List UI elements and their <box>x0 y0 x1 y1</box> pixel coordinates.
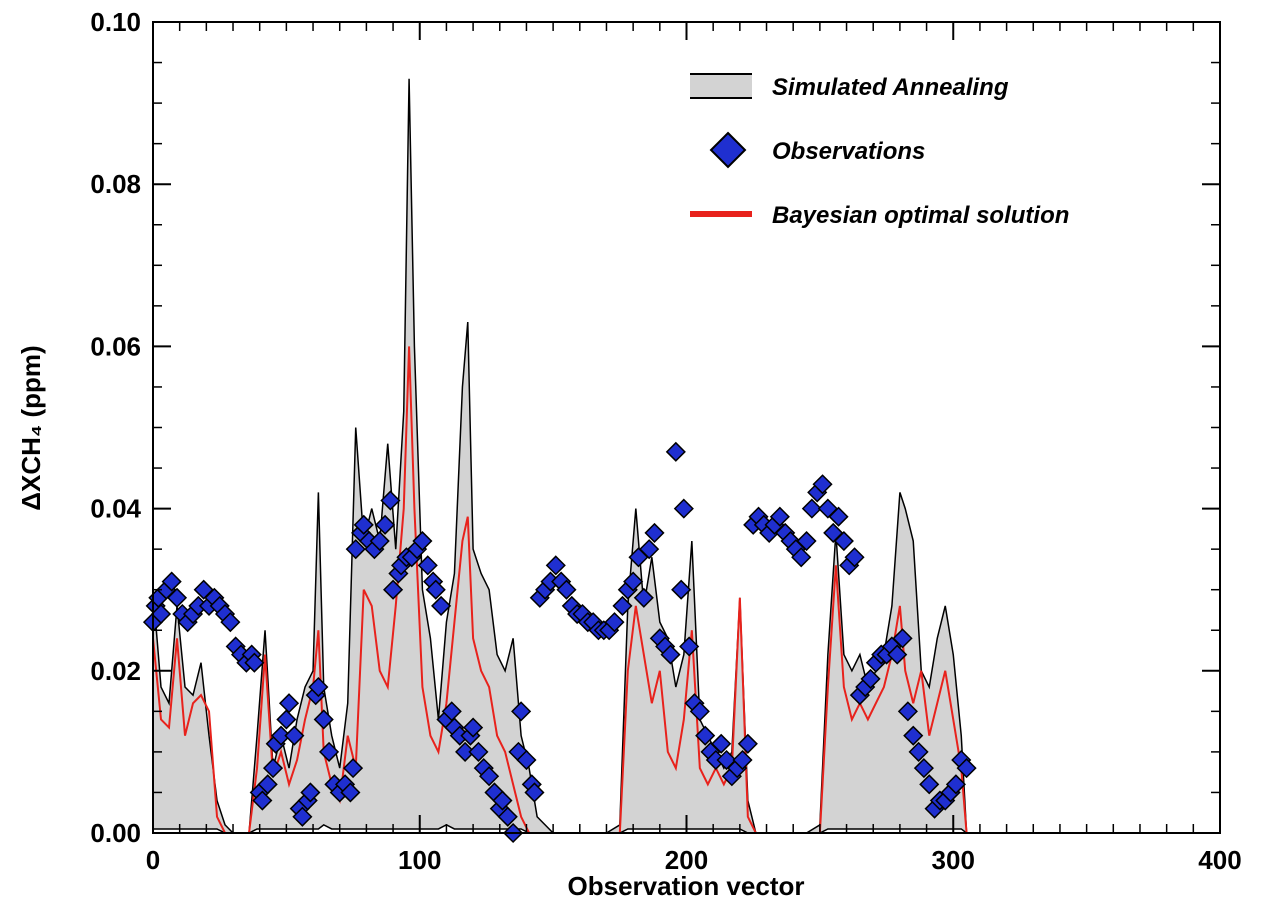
observation <box>270 725 292 746</box>
observation <box>284 725 305 746</box>
legend-label: Observations <box>772 138 925 165</box>
observation <box>623 571 644 592</box>
observation <box>823 522 844 543</box>
observation <box>671 579 692 600</box>
y-tick-label: 0.04 <box>90 494 141 524</box>
observation <box>956 758 977 779</box>
observation <box>308 676 329 698</box>
x-tick-label: 0 <box>146 845 160 875</box>
observation <box>737 733 758 754</box>
observation <box>463 717 484 738</box>
x-axis-title: Observation vector <box>568 871 805 901</box>
observation <box>497 806 518 827</box>
observation <box>711 733 732 754</box>
observation <box>343 758 364 779</box>
observation <box>492 790 513 811</box>
x-tick-label: 200 <box>665 845 708 875</box>
observation <box>828 506 849 527</box>
legend-label: Bayesian optimal solution <box>772 202 1069 229</box>
x-tick-label: 100 <box>398 845 441 875</box>
observation <box>345 539 366 560</box>
area-upper <box>152 78 968 834</box>
observation <box>417 555 438 576</box>
observation <box>353 514 374 535</box>
observation <box>833 530 854 552</box>
observation <box>665 441 686 462</box>
y-tick-label: 0.06 <box>90 331 141 361</box>
observation <box>633 587 654 608</box>
observation <box>300 782 321 803</box>
observation <box>556 579 577 600</box>
observation <box>604 612 625 633</box>
observation <box>220 612 241 633</box>
observation <box>468 741 489 762</box>
x-tick-label: 300 <box>932 845 975 875</box>
observation <box>455 741 476 762</box>
observation <box>252 790 273 811</box>
observation <box>796 530 817 552</box>
x-tick-label: 400 <box>1198 845 1241 875</box>
y-tick-label: 0.02 <box>90 656 141 686</box>
y-axis-title: ΔXCH₄ (ppm) <box>16 345 46 510</box>
observation <box>278 693 300 714</box>
observation <box>892 628 913 649</box>
observation <box>150 603 172 625</box>
observation <box>660 644 681 665</box>
observation <box>516 749 537 771</box>
observation <box>313 709 334 730</box>
observation <box>919 774 940 795</box>
observation <box>791 547 812 568</box>
observation <box>844 547 865 568</box>
observation <box>161 571 182 592</box>
y-tick-label: 0.08 <box>90 169 141 199</box>
observation <box>817 498 838 519</box>
area-fill <box>153 78 967 833</box>
legend-swatch <box>690 74 752 98</box>
observation <box>860 668 881 689</box>
legend-label: Simulated Annealing <box>772 74 1009 101</box>
observation <box>801 498 822 519</box>
observation <box>812 474 833 495</box>
observation <box>292 806 313 827</box>
observation <box>511 701 532 722</box>
y-tick-label: 0.00 <box>90 818 141 848</box>
y-tick-label: 0.10 <box>90 7 141 37</box>
observation <box>695 725 716 746</box>
observation <box>431 595 452 616</box>
observation <box>166 587 188 608</box>
observation <box>689 701 710 722</box>
observation <box>612 595 633 616</box>
observation <box>479 766 500 787</box>
observation <box>383 579 404 600</box>
observation <box>412 530 433 552</box>
observation <box>903 725 924 746</box>
observation <box>318 741 340 762</box>
observation <box>887 644 908 665</box>
observation <box>375 514 396 535</box>
observation <box>545 555 566 576</box>
observation <box>257 774 278 795</box>
observation <box>369 530 390 552</box>
observation <box>639 539 660 560</box>
observation <box>340 782 361 803</box>
observation <box>673 498 694 519</box>
observation <box>244 652 265 673</box>
observation <box>732 749 753 771</box>
observation <box>425 579 446 600</box>
observation <box>769 506 790 527</box>
observation <box>524 782 545 803</box>
observation <box>276 709 297 730</box>
observation <box>644 522 665 543</box>
observation <box>679 636 700 657</box>
observation <box>913 758 934 779</box>
observation <box>262 758 284 779</box>
observation <box>716 749 737 771</box>
legend-swatch <box>709 131 747 169</box>
observation <box>908 741 929 762</box>
observation <box>945 774 966 795</box>
observation <box>897 701 918 722</box>
observation <box>380 490 401 511</box>
